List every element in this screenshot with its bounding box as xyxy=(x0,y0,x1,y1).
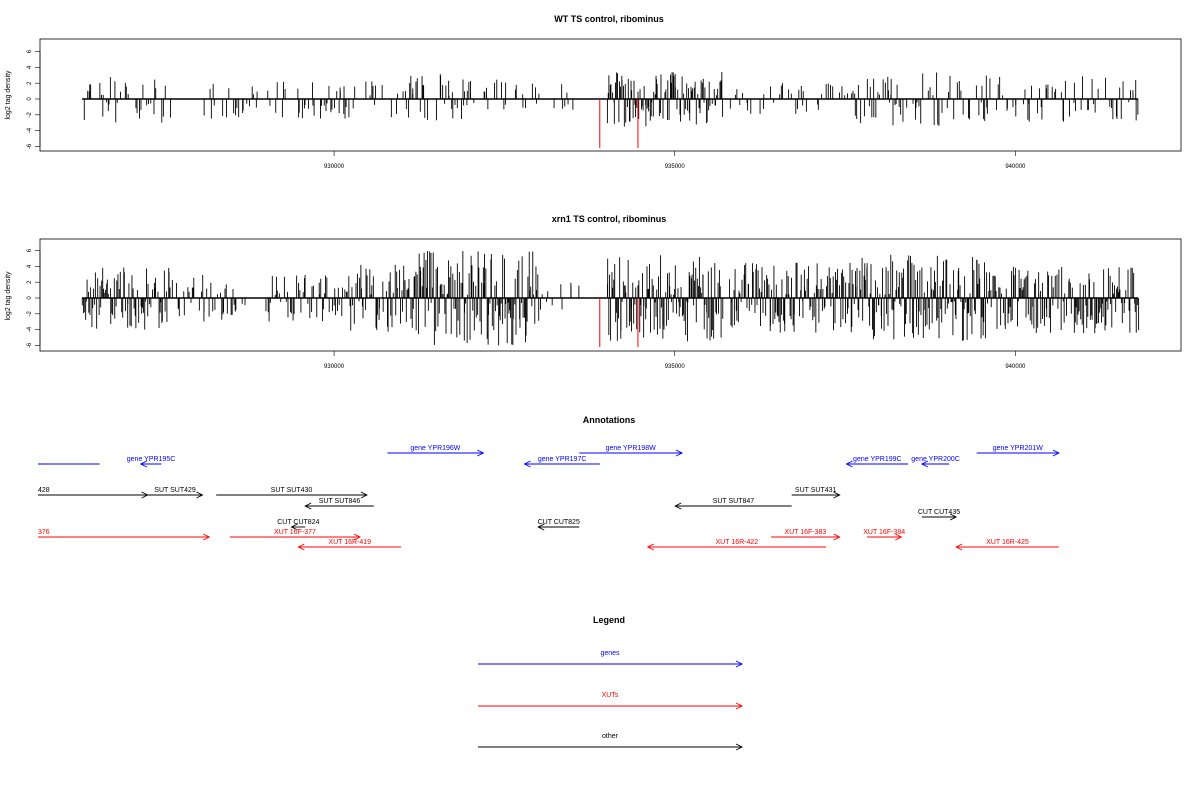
feature-label: CUT CUT824 xyxy=(277,519,319,526)
feature-label: 376 xyxy=(38,529,50,536)
xrn1-density-bars xyxy=(81,251,1140,346)
feature-label: XUT 16R-425 xyxy=(986,539,1029,546)
feature-arrowhead xyxy=(646,543,654,551)
xrn1-x-axis: 930000 935000 940000 xyxy=(324,351,1026,370)
legend-items: genes XUTs other xyxy=(478,650,744,751)
feature-label: gene YPR199C xyxy=(853,456,902,463)
feature-label: gene YPR197C xyxy=(538,456,587,463)
legend-arrowhead xyxy=(735,660,744,668)
feature-label: SUT SUT429 xyxy=(154,487,196,494)
legend-panel: Legend genes XUTs other xyxy=(478,615,744,751)
feature-arrowhead xyxy=(833,491,841,499)
feature-arrowhead xyxy=(833,533,841,541)
feature-arrowhead xyxy=(949,513,958,521)
feature-arrowhead xyxy=(477,449,485,457)
y-tick-label: -4 xyxy=(27,127,33,133)
feature-label: gene YPR198W xyxy=(606,445,656,452)
annotation-features: gene YPR195C gene YPR196W gene YPR197C gene… xyxy=(38,445,1060,551)
y-tick-label: 0 xyxy=(27,97,33,101)
feature-label: 428 xyxy=(38,487,50,494)
feature-label: gene YPR200C xyxy=(911,456,960,463)
legend-label: genes xyxy=(600,650,620,657)
y-tick-label: -2 xyxy=(27,310,33,316)
feature-label: SUT SUT430 xyxy=(271,487,313,494)
feature-arrowhead xyxy=(523,460,531,468)
legend-arrowhead xyxy=(735,702,744,710)
y-tick-label: -4 xyxy=(27,326,33,332)
wt-panel: WT TS control, ribominus -6 -4 -2 0 2 4 6 9300… xyxy=(5,14,1182,170)
feature-arrowhead xyxy=(353,533,362,541)
feature-label: SUT SUT431 xyxy=(795,487,837,494)
wt-y-axis: -6 -4 -2 0 2 4 6 xyxy=(27,49,41,149)
feature-label: XUT 16F-384 xyxy=(863,529,905,536)
wt-marker-lines xyxy=(599,99,639,148)
feature-arrowhead xyxy=(537,523,545,531)
feature-label: XUT 16R-419 xyxy=(328,539,371,546)
y-tick-label: 2 xyxy=(27,81,33,85)
x-tick-label: 940000 xyxy=(1005,364,1026,370)
feature-arrowhead xyxy=(920,460,929,468)
feature-arrowhead xyxy=(304,502,312,510)
feature-arrowhead xyxy=(203,533,211,541)
legend-title: Legend xyxy=(593,615,625,625)
wt-x-axis: 930000 935000 940000 xyxy=(324,151,1026,170)
legend-label: XUTs xyxy=(602,692,619,699)
xrn1-marker-lines xyxy=(599,298,639,347)
xrn1-panel: xrn1 TS control, ribominus -6 -4 -2 0 2 4 6 93… xyxy=(5,214,1182,370)
y-tick-label: 2 xyxy=(27,280,33,284)
feature-arrowhead xyxy=(845,460,853,468)
y-tick-label: -6 xyxy=(27,143,33,149)
feature-arrowhead xyxy=(290,523,298,531)
feature-label: CUT CUT435 xyxy=(918,509,960,516)
y-tick-label: 6 xyxy=(27,49,33,53)
feature-label: gene YPR201W xyxy=(993,445,1043,452)
feature-label: XUT 16R-422 xyxy=(716,539,759,546)
feature-arrowhead xyxy=(955,543,963,551)
feature-label: SUT SUT847 xyxy=(713,498,755,505)
annotations-title: Annotations xyxy=(583,415,636,425)
x-tick-label: 930000 xyxy=(324,364,345,370)
feature-label: CUT CUT825 xyxy=(538,519,580,526)
feature-arrowhead xyxy=(1052,449,1060,457)
wt-panel-title: WT TS control, ribominus xyxy=(554,14,664,24)
feature-label: SUT SUT846 xyxy=(319,498,361,505)
wt-y-axis-label: log2 tag density xyxy=(5,70,12,120)
feature-arrowhead xyxy=(139,460,147,468)
wt-density-bars xyxy=(83,71,1139,127)
y-tick-label: -6 xyxy=(27,342,33,348)
feature-arrowhead xyxy=(674,502,682,510)
feature-label: gene YPR196W xyxy=(410,445,460,452)
x-tick-label: 935000 xyxy=(665,364,686,370)
xrn1-y-axis-label: log2 tag density xyxy=(5,271,12,321)
feature-arrowhead xyxy=(196,491,204,499)
legend-arrowhead xyxy=(735,743,744,751)
feature-arrowhead xyxy=(297,543,305,551)
y-tick-label: 0 xyxy=(27,296,33,300)
legend-label: other xyxy=(602,733,619,740)
x-tick-label: 935000 xyxy=(665,164,686,170)
y-tick-label: -2 xyxy=(27,111,33,117)
y-tick-label: 4 xyxy=(27,264,33,268)
y-tick-label: 4 xyxy=(27,65,33,69)
x-tick-label: 940000 xyxy=(1005,164,1026,170)
feature-arrowhead xyxy=(360,491,368,499)
y-tick-label: 6 xyxy=(27,248,33,252)
xrn1-y-axis: -6 -4 -2 0 2 4 6 xyxy=(27,248,41,348)
feature-arrowhead xyxy=(895,533,903,541)
feature-label: XUT 16F-383 xyxy=(784,529,826,536)
x-tick-label: 930000 xyxy=(324,164,345,170)
feature-label: XUT 16F-377 xyxy=(274,529,316,536)
feature-arrowhead xyxy=(675,449,684,457)
xrn1-panel-title: xrn1 TS control, ribominus xyxy=(552,214,667,224)
feature-label: gene YPR195C xyxy=(127,456,176,463)
